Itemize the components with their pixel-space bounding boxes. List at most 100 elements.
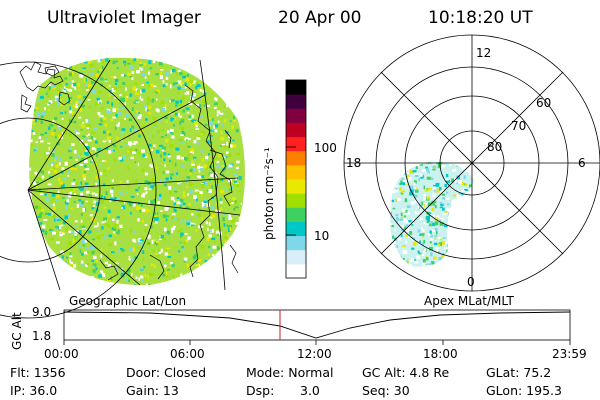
image-pixel <box>128 279 130 283</box>
image-pixel <box>97 286 100 289</box>
image-pixel <box>73 271 76 275</box>
image-pixel <box>439 202 443 205</box>
image-pixel <box>167 155 171 158</box>
image-pixel <box>148 200 151 205</box>
image-pixel <box>235 94 238 98</box>
image-pixel <box>390 159 393 162</box>
image-pixel <box>216 110 221 114</box>
image-pixel <box>119 224 123 228</box>
image-pixel <box>144 76 147 79</box>
image-pixel <box>108 149 112 154</box>
image-pixel <box>119 180 123 183</box>
image-pixel <box>460 210 464 213</box>
image-pixel <box>400 255 402 258</box>
image-pixel <box>189 172 192 175</box>
image-pixel <box>86 87 89 89</box>
image-pixel <box>159 178 162 182</box>
image-pixel <box>462 263 467 266</box>
image-pixel <box>165 139 169 143</box>
image-pixel <box>442 207 445 211</box>
image-pixel <box>431 200 435 205</box>
image-pixel <box>123 93 125 97</box>
image-pixel <box>67 264 69 268</box>
image-pixel <box>468 190 471 193</box>
image-pixel <box>134 161 137 164</box>
mlt-label-0: 0 <box>467 275 475 289</box>
image-pixel <box>224 162 226 167</box>
image-pixel <box>112 149 115 152</box>
image-pixel <box>124 101 127 106</box>
image-pixel <box>113 86 118 91</box>
image-pixel <box>250 288 253 290</box>
image-pixel <box>98 114 103 117</box>
image-pixel <box>240 244 244 247</box>
image-pixel <box>228 225 232 228</box>
image-pixel <box>87 231 90 235</box>
image-pixel <box>140 275 144 279</box>
image-pixel <box>129 228 132 233</box>
image-pixel <box>195 209 199 212</box>
image-pixel <box>141 194 145 198</box>
image-pixel <box>74 225 77 228</box>
image-pixel <box>187 138 191 140</box>
image-pixel <box>413 218 416 221</box>
image-pixel <box>171 229 174 234</box>
image-pixel <box>85 168 90 171</box>
image-pixel <box>442 197 446 200</box>
image-pixel <box>477 262 480 264</box>
image-pixel <box>59 233 63 237</box>
image-pixel <box>64 131 68 135</box>
image-pixel <box>183 220 188 223</box>
image-pixel <box>124 74 127 77</box>
image-pixel <box>400 212 403 217</box>
image-pixel <box>164 104 167 108</box>
image-pixel <box>131 272 133 276</box>
image-pixel <box>241 280 244 284</box>
image-pixel <box>89 286 91 290</box>
image-pixel <box>164 210 167 213</box>
image-pixel <box>394 190 397 193</box>
image-pixel <box>170 62 173 66</box>
image-pixel <box>71 143 75 146</box>
image-pixel <box>195 274 198 279</box>
image-pixel <box>472 187 474 190</box>
image-pixel <box>434 235 438 237</box>
image-pixel <box>49 229 53 231</box>
image-pixel <box>104 123 108 127</box>
image-pixel <box>200 149 203 153</box>
image-pixel <box>200 115 204 118</box>
image-pixel <box>477 196 479 199</box>
image-pixel <box>37 177 42 181</box>
image-pixel <box>215 202 217 206</box>
image-pixel <box>82 244 85 247</box>
image-pixel <box>141 168 145 173</box>
image-pixel <box>142 258 145 261</box>
image-pixel <box>120 145 123 148</box>
image-pixel <box>431 261 434 265</box>
image-pixel <box>174 187 177 190</box>
image-pixel <box>213 107 217 109</box>
image-pixel <box>220 173 225 177</box>
image-pixel <box>222 170 225 172</box>
image-pixel <box>107 209 111 214</box>
image-pixel <box>442 212 447 216</box>
image-pixel <box>250 57 252 61</box>
image-pixel <box>195 229 198 232</box>
image-pixel <box>82 67 87 69</box>
image-pixel <box>31 230 34 233</box>
image-pixel <box>92 263 97 267</box>
image-pixel <box>245 243 249 245</box>
image-pixel <box>166 231 171 235</box>
image-pixel <box>129 288 131 291</box>
image-pixel <box>246 94 248 96</box>
image-pixel <box>33 123 35 125</box>
image-pixel <box>471 248 474 251</box>
image-pixel <box>54 156 58 160</box>
image-pixel <box>90 195 92 198</box>
image-pixel <box>226 141 228 146</box>
image-pixel <box>62 232 65 235</box>
image-pixel <box>443 186 446 189</box>
image-pixel <box>190 96 195 100</box>
image-pixel <box>185 77 189 82</box>
image-pixel <box>157 201 160 204</box>
